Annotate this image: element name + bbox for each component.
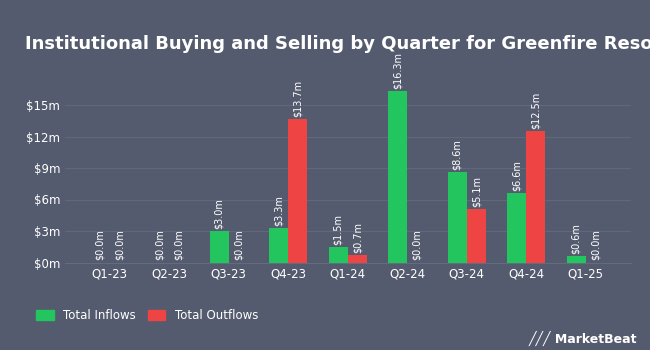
Text: $12.5m: $12.5m [531, 92, 541, 129]
Legend: Total Inflows, Total Outflows: Total Inflows, Total Outflows [31, 304, 263, 327]
Bar [388, 91, 408, 262]
Text: $3.0m: $3.0m [214, 198, 224, 229]
Bar [210, 231, 229, 262]
Text: $1.5m: $1.5m [333, 214, 343, 245]
Text: $3.3m: $3.3m [274, 195, 284, 226]
Text: $0.7m: $0.7m [352, 222, 362, 253]
Bar [448, 172, 467, 262]
Bar [526, 131, 545, 262]
Text: $0.0m: $0.0m [174, 229, 184, 260]
Bar [567, 256, 586, 262]
Text: $0.0m: $0.0m [233, 229, 243, 260]
Bar [329, 247, 348, 262]
Text: $16.3m: $16.3m [393, 52, 403, 89]
Text: ╱╱╱ MarketBeat: ╱╱╱ MarketBeat [528, 331, 637, 346]
Text: $13.7m: $13.7m [292, 79, 303, 117]
Text: $5.1m: $5.1m [471, 176, 481, 207]
Bar [348, 255, 367, 262]
Text: $0.0m: $0.0m [155, 229, 164, 260]
Text: $0.0m: $0.0m [114, 229, 124, 260]
Bar [507, 193, 526, 262]
Text: Institutional Buying and Selling by Quarter for Greenfire Resources: Institutional Buying and Selling by Quar… [25, 35, 650, 53]
Text: $8.6m: $8.6m [452, 139, 462, 170]
Text: $0.0m: $0.0m [95, 229, 105, 260]
Text: $0.6m: $0.6m [571, 223, 581, 254]
Text: $0.0m: $0.0m [590, 229, 601, 260]
Text: $0.0m: $0.0m [411, 229, 422, 260]
Bar [288, 119, 307, 262]
Bar [269, 228, 288, 262]
Bar [467, 209, 486, 262]
Text: $6.6m: $6.6m [512, 160, 522, 191]
